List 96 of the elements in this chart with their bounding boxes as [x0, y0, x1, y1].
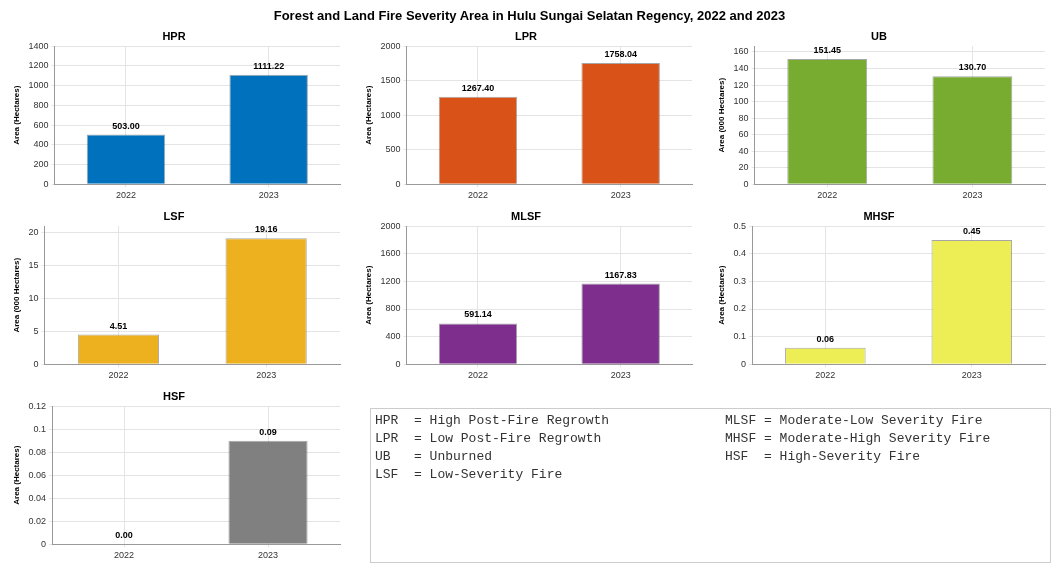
x-tick-label: 2023 [258, 190, 279, 201]
y-tick-label: 0.1 [733, 331, 747, 342]
x-tick-label: 2022 [817, 190, 838, 201]
y-tick-label: 80 [738, 112, 749, 123]
text: LPR = Low Post-Fire Regrowth [375, 431, 603, 448]
text: HPR = High Post-Fire Regrowth [375, 413, 611, 430]
y-tick-label: 20 [738, 162, 749, 173]
y-tick-label: 0 [41, 538, 47, 549]
y-tick-label: 60 [738, 129, 749, 140]
y-tick-label: 200 [33, 158, 49, 169]
x-tick-label: 2023 [610, 370, 631, 381]
y-tick-label: 1200 [28, 60, 49, 71]
y-tick-label: 0 [43, 178, 49, 189]
data-label: 0.45 [963, 225, 981, 236]
y-tick-label: 0.06 [28, 469, 47, 480]
y-tick-label: 400 [33, 139, 49, 150]
y-tick-label: 10 [28, 292, 39, 303]
y-tick-label: 20 [28, 227, 39, 238]
data-label: 0.00 [115, 530, 133, 541]
y-axis-title: Area (Hectares) [12, 85, 21, 145]
data-label: 130.70 [958, 62, 987, 73]
x-tick-label: 2022 [467, 370, 488, 381]
x-tick-label: 2022 [108, 370, 129, 381]
text: LSF = Low-Severity Fire [375, 467, 564, 484]
data-label: 151.45 [813, 45, 841, 56]
x-tick-label: 2022 [114, 550, 135, 561]
y-tick-label: 1500 [380, 75, 401, 86]
data-label: 4.51 [109, 320, 128, 331]
y-tick-label: 0 [395, 178, 401, 189]
x-tick-label: 2023 [962, 190, 983, 201]
y-tick-label: 800 [33, 99, 49, 110]
y-tick-label: 600 [33, 119, 49, 130]
data-label: 19.16 [254, 224, 278, 235]
chart-title: MHSF [863, 209, 895, 222]
y-axis-title: Area (Hectares) [717, 265, 726, 325]
y-tick-label: 0.04 [28, 492, 47, 503]
y-tick-label: 0 [33, 358, 39, 369]
y-tick-label: 1000 [380, 109, 401, 120]
x-tick-label: 2023 [961, 370, 982, 381]
y-tick-label: 0 [743, 178, 749, 189]
y-tick-label: 1400 [28, 40, 49, 51]
chart-title: HSF [163, 389, 186, 402]
data-label: 503.00 [112, 120, 140, 131]
text: UB = Unburned [375, 449, 494, 466]
x-tick-label: 2022 [115, 190, 136, 201]
y-tick-label: 0.02 [28, 515, 47, 526]
y-tick-label: 2000 [380, 40, 401, 51]
chart-title: UB [871, 29, 887, 42]
data-label: 1267.40 [461, 82, 495, 93]
y-tick-label: 15 [28, 260, 39, 271]
y-axis-title: Area (000 Hectares) [717, 77, 726, 153]
y-tick-label: 120 [733, 79, 749, 90]
chart-title: LSF [163, 209, 185, 222]
text: Forest and Land Fire Severity Area in Hulu Sungai Selatan Regency, 2022 and 2023 [272, 8, 787, 23]
y-tick-label: 800 [385, 303, 401, 314]
y-tick-label: 0.5 [733, 220, 747, 231]
text: MHSF = Moderate-High Severity Fire [725, 431, 992, 448]
text: MLSF = Moderate-Low Severity Fire [725, 413, 984, 430]
data-label: 591.14 [464, 309, 492, 320]
text: HSF = High-Severity Fire [725, 449, 922, 466]
y-tick-label: 1000 [28, 80, 49, 91]
y-tick-label: 400 [385, 331, 401, 342]
y-tick-label: 0.08 [28, 446, 47, 457]
chart-title: MLSF [511, 209, 542, 222]
x-tick-label: 2022 [467, 190, 488, 201]
y-tick-label: 1600 [380, 248, 401, 259]
y-axis-title: Area (000 Hectares) [12, 257, 21, 333]
data-label: 0.06 [816, 333, 835, 344]
x-tick-label: 2022 [815, 370, 836, 381]
y-tick-label: 100 [733, 96, 749, 107]
data-label: 1111.22 [253, 60, 285, 71]
y-tick-label: 160 [733, 46, 749, 57]
x-tick-label: 2023 [256, 370, 277, 381]
y-tick-label: 500 [385, 144, 401, 155]
y-axis-title: Area (Hectares) [12, 445, 21, 505]
y-tick-label: 0.12 [28, 400, 47, 411]
y-tick-label: 0.4 [733, 248, 747, 259]
y-axis-title: Area (Hectares) [364, 85, 373, 145]
x-tick-label: 2023 [610, 190, 631, 201]
y-tick-label: 1200 [380, 275, 401, 286]
y-tick-label: 40 [738, 145, 749, 156]
y-axis-title: Area (Hectares) [364, 265, 373, 325]
y-tick-label: 0 [741, 358, 747, 369]
y-tick-label: 140 [733, 63, 749, 73]
data-label: 0.09 [259, 426, 277, 437]
y-tick-label: 5 [33, 325, 39, 336]
y-tick-label: 0.3 [733, 275, 747, 286]
data-label: 1758.04 [604, 48, 637, 59]
chart-title: LPR [515, 29, 538, 42]
y-tick-label: 2000 [380, 220, 401, 231]
data-label: 1167.83 [604, 269, 637, 280]
x-tick-label: 2023 [258, 550, 279, 561]
y-tick-label: 0.2 [733, 303, 747, 314]
chart-title: HPR [162, 29, 186, 42]
y-tick-label: 0.1 [33, 423, 47, 434]
y-tick-label: 0 [395, 358, 401, 369]
